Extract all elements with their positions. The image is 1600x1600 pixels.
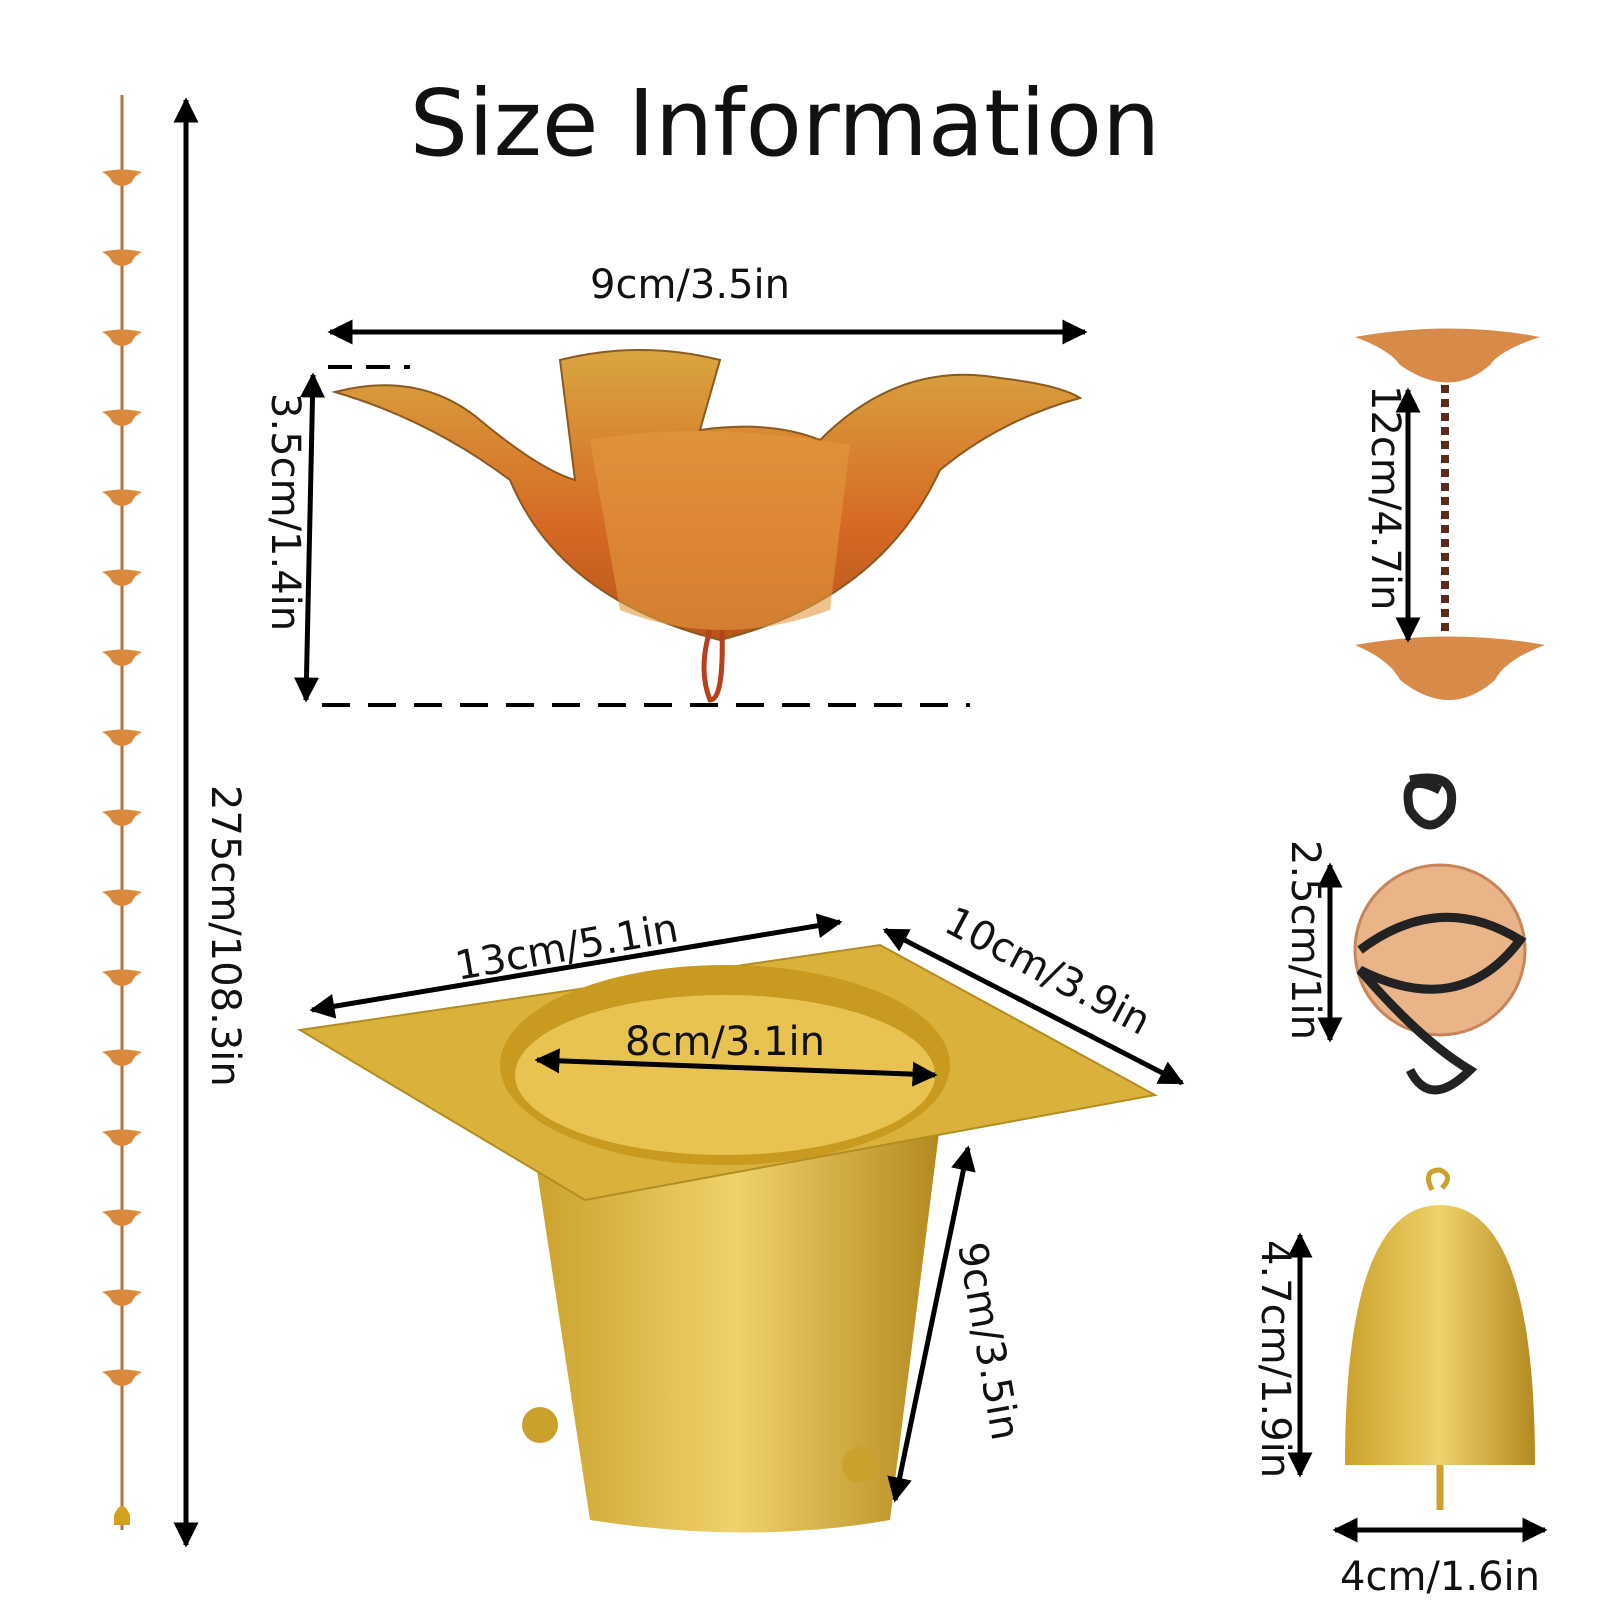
mini-cup (102, 1369, 142, 1386)
mini-cup (102, 649, 142, 666)
mini-cup (102, 1289, 142, 1306)
cup-height-arrow (293, 372, 326, 703)
ball-size-label: 2.5cm/1in (1282, 840, 1328, 1040)
mini-cup (102, 1049, 142, 1066)
bell-height-label: 4.7cm/1.9in (1252, 1240, 1298, 1478)
mini-cup (102, 809, 142, 826)
mini-cup (102, 249, 142, 266)
mini-cup (102, 969, 142, 986)
total-length-label: 275cm/108.3in (202, 785, 248, 1087)
cup-width-label: 9cm/3.5in (590, 262, 790, 308)
cup-height-label: 3.5cm/1.4in (262, 393, 308, 631)
gutter-height-label: 9cm/3.5in (948, 1239, 1028, 1444)
bell (1345, 1167, 1535, 1510)
title: Size Information (410, 70, 1161, 177)
bell-width-label: 4cm/1.6in (1340, 1554, 1540, 1600)
glass-ball (1353, 773, 1527, 1095)
mini-cup (102, 1129, 142, 1146)
cup-pair (1355, 328, 1545, 700)
mini-cup (102, 329, 142, 346)
rain-chain (102, 95, 142, 1530)
gutter-hole-label: 8cm/3.1in (625, 1019, 825, 1065)
mini-cup (102, 569, 142, 586)
gutter-hole-arrow (534, 1048, 938, 1087)
flower-cup (331, 349, 1083, 703)
gutter-height-arrow (887, 1145, 976, 1503)
mini-cup (102, 729, 142, 746)
cup-spacing-label: 12cm/4.7in (1362, 385, 1408, 610)
mini-cup (102, 489, 142, 506)
mini-cup (102, 169, 142, 186)
mini-cup (102, 889, 142, 906)
mini-cup (102, 409, 142, 426)
gutter-width-arrow (882, 927, 1185, 1086)
gutter-length-arrow (309, 913, 843, 1019)
mini-cup (102, 1209, 142, 1226)
